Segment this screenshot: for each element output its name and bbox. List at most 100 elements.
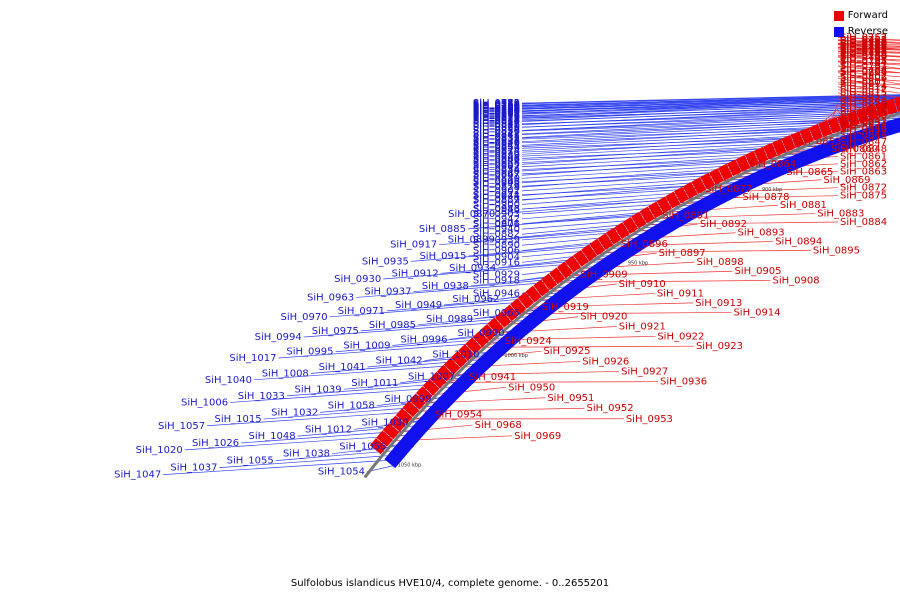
gene-label[interactable]: SiH_0999	[384, 394, 431, 405]
gene-label[interactable]: SiH_0827	[473, 114, 520, 125]
gene-label[interactable]: SiH_0915	[419, 251, 466, 262]
gene-label[interactable]: SiH_1047	[114, 470, 161, 481]
gene-label[interactable]: SiH_0877	[705, 184, 752, 195]
gene-label[interactable]: SiH_0903	[473, 209, 520, 220]
gene-label[interactable]: SiH_0836	[473, 126, 520, 137]
gene-label[interactable]: SiH_1006	[181, 397, 228, 408]
gene-label[interactable]: SiH_0848	[840, 144, 887, 155]
gene-label[interactable]: SiH_0969	[514, 431, 561, 442]
gene-label[interactable]: SiH_0800	[473, 107, 520, 118]
gene-label[interactable]: SiH_0899	[448, 234, 495, 245]
gene-label[interactable]: SiH_0947	[473, 170, 520, 181]
gene-label[interactable]: SiH_0828	[840, 98, 887, 109]
gene-label[interactable]: SiH_0842	[473, 129, 520, 140]
gene-label[interactable]: SiH_1008	[262, 368, 309, 379]
gene-label[interactable]: SiH_0873	[473, 147, 520, 158]
gene-label[interactable]: SiH_0985	[369, 320, 416, 331]
gene-label[interactable]: SiH_0909	[581, 270, 628, 281]
gene-label[interactable]: SiH_0831	[473, 133, 520, 144]
gene-label[interactable]: SiH_0910	[619, 279, 666, 290]
gene-label[interactable]: SiH_0863	[840, 166, 887, 177]
gene-label[interactable]: SiH_1017	[229, 353, 276, 364]
gene-label[interactable]: SiH_0851	[473, 126, 520, 137]
gene-label[interactable]: SiH_0934	[449, 263, 496, 274]
gene-label[interactable]: SiH_0888	[473, 158, 520, 169]
gene-label[interactable]: SiH_1009	[343, 341, 390, 352]
gene-label[interactable]: SiH_0925	[543, 346, 590, 357]
gene-label[interactable]: SiH_0844	[840, 130, 887, 141]
gene-label[interactable]: SiH_0855	[473, 159, 520, 170]
gene-label[interactable]: SiH_0926	[582, 356, 629, 367]
gene-label[interactable]: SiH_0812	[840, 85, 887, 96]
gene-label[interactable]: SiH_0847	[840, 137, 887, 148]
gene-label[interactable]: SiH_0948	[473, 166, 520, 177]
gene-label[interactable]: SiH_0929	[473, 270, 520, 281]
gene-label[interactable]: SiH_0814	[840, 82, 887, 93]
gene-label[interactable]: SiH_0821	[473, 129, 520, 140]
gene-label[interactable]: SiH_0846	[473, 119, 520, 130]
gene-label[interactable]: SiH_0762	[840, 46, 887, 57]
gene-label[interactable]: SiH_0869	[823, 175, 870, 186]
gene-label[interactable]: SiH_1033	[238, 391, 285, 402]
gene-label[interactable]: SiH_0791	[840, 56, 887, 67]
gene-label[interactable]: SiH_0941	[469, 372, 516, 383]
gene-label[interactable]: SiH_0849	[473, 155, 520, 166]
gene-label[interactable]: SiH_0808	[473, 104, 520, 115]
gene-label[interactable]: SiH_0754	[840, 38, 887, 49]
gene-label[interactable]: SiH_0753	[840, 35, 887, 46]
gene-label[interactable]: SiH_0996	[400, 334, 447, 345]
gene-label[interactable]: SiH_0939	[473, 235, 520, 246]
gene-label[interactable]: SiH_0811	[840, 79, 887, 90]
gene-label[interactable]: SiH_0841	[840, 116, 887, 127]
gene-label[interactable]: SiH_0874	[473, 145, 520, 156]
gene-label[interactable]: SiH_0852	[473, 119, 520, 130]
gene-label[interactable]: SiH_0936	[660, 377, 707, 388]
gene-label[interactable]: SiH_0770	[473, 104, 520, 115]
gene-label[interactable]: SiH_0755	[840, 44, 887, 55]
gene-label[interactable]: SiH_1038	[283, 449, 330, 460]
gene-label[interactable]: SiH_0853	[794, 137, 841, 148]
gene-label[interactable]: SiH_0946	[473, 288, 520, 299]
gene-label[interactable]: SiH_0949	[395, 300, 442, 311]
gene-label[interactable]: SiH_0767	[840, 42, 887, 53]
gene-label[interactable]: SiH_0857	[473, 142, 520, 153]
gene-label[interactable]: SiH_0880	[473, 173, 520, 184]
gene-label[interactable]: SiH_0876	[473, 219, 520, 230]
gene-label[interactable]: SiH_0868	[473, 153, 520, 164]
gene-label[interactable]: SiH_0990	[458, 328, 505, 339]
gene-label[interactable]: SiH_0908	[772, 275, 819, 286]
gene-label[interactable]: SiH_0809	[473, 108, 520, 119]
gene-label[interactable]: SiH_0759	[473, 98, 520, 109]
gene-label[interactable]: SiH_0825	[473, 122, 520, 133]
gene-label[interactable]: SiH_0775	[473, 98, 520, 109]
gene-label[interactable]: SiH_0840	[473, 138, 520, 149]
gene-label[interactable]: SiH_0871	[473, 190, 520, 201]
gene-label[interactable]: SiH_0944	[473, 190, 520, 201]
gene-label[interactable]: SiH_1030	[361, 418, 408, 429]
gene-label[interactable]: SiH_0829	[840, 104, 887, 115]
gene-label[interactable]: SiH_1042	[375, 356, 422, 367]
gene-label[interactable]: SiH_0943	[473, 204, 520, 215]
gene-label[interactable]: SiH_0761	[840, 43, 887, 54]
gene-label[interactable]: SiH_1020	[136, 445, 183, 456]
gene-label[interactable]: SiH_0818	[473, 115, 520, 126]
gene-label[interactable]: SiH_0789	[473, 103, 520, 114]
gene-label[interactable]: SiH_0965	[473, 308, 520, 319]
gene-label[interactable]: SiH_0935	[362, 256, 409, 267]
gene-label[interactable]: SiH_1048	[248, 431, 295, 442]
gene-label[interactable]: SiH_0898	[696, 257, 743, 268]
gene-label[interactable]: SiH_0963	[307, 292, 354, 303]
gene-label[interactable]: SiH_0864	[749, 159, 796, 170]
gene-label[interactable]: SiH_0782	[473, 101, 520, 112]
gene-label[interactable]: SiH_0887	[473, 195, 520, 206]
gene-label[interactable]: SiH_0975	[312, 326, 359, 337]
gene-label[interactable]: SiH_0859	[473, 195, 520, 206]
gene-label[interactable]: SiH_0902	[473, 186, 520, 197]
gene-label[interactable]: SiH_0930	[334, 274, 381, 285]
gene-label[interactable]: SiH_0804	[473, 106, 520, 117]
gene-label[interactable]: SiH_0911	[657, 288, 704, 299]
gene-label[interactable]: SiH_1039	[294, 384, 341, 395]
gene-label[interactable]: SiH_0798	[473, 108, 520, 119]
gene-label[interactable]: SiH_0795	[473, 111, 520, 122]
gene-label[interactable]: SiH_0885	[419, 224, 466, 235]
